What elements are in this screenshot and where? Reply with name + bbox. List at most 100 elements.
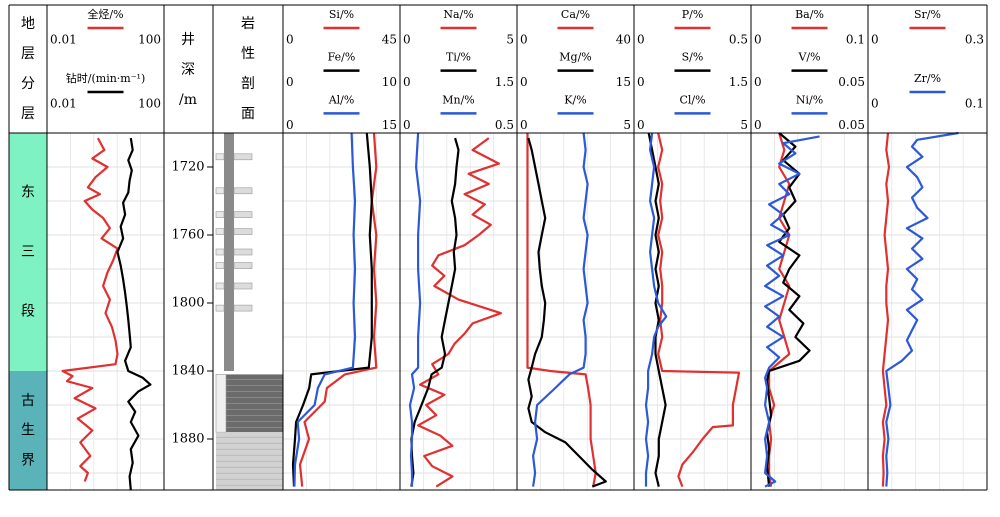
curve-line <box>61 137 119 482</box>
curve-name-label: Ti/% <box>446 51 471 64</box>
scale-max-label: 5 <box>740 118 748 132</box>
depth-tick-label: 1760 <box>171 228 204 243</box>
curve-line <box>116 137 152 491</box>
curve-line <box>293 132 357 487</box>
strata-header-label: 层 <box>21 46 35 62</box>
curve-line <box>410 137 460 487</box>
curve-line <box>291 132 373 487</box>
depth-header-label: /m <box>179 92 197 108</box>
scale-min-label: 0 <box>637 118 645 132</box>
curve-line <box>527 137 607 488</box>
curve-name-label: Ba/% <box>795 8 824 21</box>
scale-min-label: 0 <box>286 33 294 47</box>
lithology-mudstone-bar <box>224 133 234 371</box>
scale-min-label: 0 <box>286 118 294 132</box>
lithology-sand-bed <box>233 211 253 218</box>
curve-name-label: Cl/% <box>679 93 705 106</box>
depth-tick-label: 1880 <box>171 432 204 447</box>
scale-min-label: 0 <box>637 75 645 89</box>
curve-name-label: Si/% <box>329 8 354 21</box>
scale-min-label: 0 <box>637 33 645 47</box>
lithology-sand-mark <box>215 262 225 269</box>
scale-max-label: 0.05 <box>838 75 865 89</box>
depth-header-label: 深 <box>181 62 195 78</box>
curve-line <box>647 132 667 487</box>
curve-name-label: Ca/% <box>561 8 590 21</box>
scale-max-label: 0.1 <box>965 97 984 111</box>
strata-label: 东 <box>21 185 35 201</box>
scale-min-label: 0 <box>754 118 762 132</box>
strata-label: 三 <box>21 244 35 260</box>
scale-max-label: 0.5 <box>495 118 514 132</box>
lithology-sand-bed <box>233 228 253 235</box>
lithology-header-label: 剖 <box>241 76 255 92</box>
curve-line <box>417 137 502 488</box>
scale-max-label: 15 <box>382 118 397 132</box>
curve-line <box>763 135 820 488</box>
lithology-sand-mark <box>215 282 225 290</box>
curve-line <box>881 132 891 487</box>
depth-tick-label: 1840 <box>171 364 204 379</box>
lithology-sand-mark <box>215 211 225 218</box>
scale-max-label: 45 <box>382 33 397 47</box>
lithology-sand-mark <box>215 153 225 161</box>
scale-max-label: 100 <box>138 33 161 47</box>
scale-min-label: 0 <box>754 75 762 89</box>
scale-min-label: 0 <box>520 118 528 132</box>
scale-max-label: 0.1 <box>846 33 865 47</box>
curve-name-label: Zr/% <box>914 72 941 85</box>
strata-label: 界 <box>21 452 35 468</box>
lithology-sand-bed <box>233 187 253 195</box>
lithology-sand-mark <box>215 248 225 256</box>
lithology-sand-mark <box>215 228 225 235</box>
lithology-sand-bed <box>233 262 253 269</box>
lithology-sand-mark <box>215 187 225 195</box>
scale-min-label: 0 <box>754 33 762 47</box>
curve-line <box>765 132 811 487</box>
scale-max-label: 40 <box>616 33 631 47</box>
scale-max-label: 1.5 <box>729 75 748 89</box>
curve-line <box>526 133 597 487</box>
curve-name-label: 钻时/(min·m⁻¹) <box>66 71 145 85</box>
depth-header-label: 井 <box>181 32 195 48</box>
curve-name-label: Mn/% <box>442 93 475 106</box>
scale-max-label: 15 <box>616 75 631 89</box>
lithology-sand-bed <box>233 248 253 256</box>
scale-max-label: 1.5 <box>495 75 514 89</box>
curve-line <box>408 132 422 487</box>
scale-max-label: 0.05 <box>838 118 865 132</box>
scale-min-label: 0 <box>403 118 411 132</box>
curve-line <box>767 132 791 487</box>
lithology-sand-bed <box>233 153 253 161</box>
lithology-header-label: 性 <box>241 46 255 62</box>
curve-name-label: Fe/% <box>328 51 356 64</box>
strata-label: 古 <box>21 393 35 409</box>
scale-min-label: 0 <box>871 97 879 111</box>
curve-line <box>657 132 741 488</box>
curve-name-label: 全烃/% <box>87 7 123 21</box>
lithology-header-label: 面 <box>241 106 255 122</box>
scale-max-label: 0.5 <box>729 33 748 47</box>
scale-max-label: 100 <box>138 97 161 111</box>
lithology-sand-bed <box>233 282 253 290</box>
curve-name-label: K/% <box>564 93 586 106</box>
scale-min-label: 0 <box>286 75 294 89</box>
scale-min-label: 0.01 <box>50 97 77 111</box>
curve-name-label: Mg/% <box>559 51 591 64</box>
curve-name-label: V/% <box>797 51 820 64</box>
curve-line <box>644 132 668 487</box>
strata-label: 生 <box>21 423 35 439</box>
scale-min-label: 0 <box>403 75 411 89</box>
strata-header-label: 分 <box>21 76 35 92</box>
scale-min-label: 0 <box>520 33 528 47</box>
curve-name-label: P/% <box>682 8 704 21</box>
scale-min-label: 0.01 <box>50 33 77 47</box>
strata-label: 段 <box>21 304 35 320</box>
scale-max-label: 5 <box>623 118 631 132</box>
depth-tick-label: 1720 <box>171 160 204 175</box>
curve-name-label: S/% <box>682 51 704 64</box>
strata-header-label: 层 <box>21 106 35 122</box>
curve-name-label: Na/% <box>443 8 473 21</box>
lithology-header-label: 岩 <box>241 16 255 32</box>
